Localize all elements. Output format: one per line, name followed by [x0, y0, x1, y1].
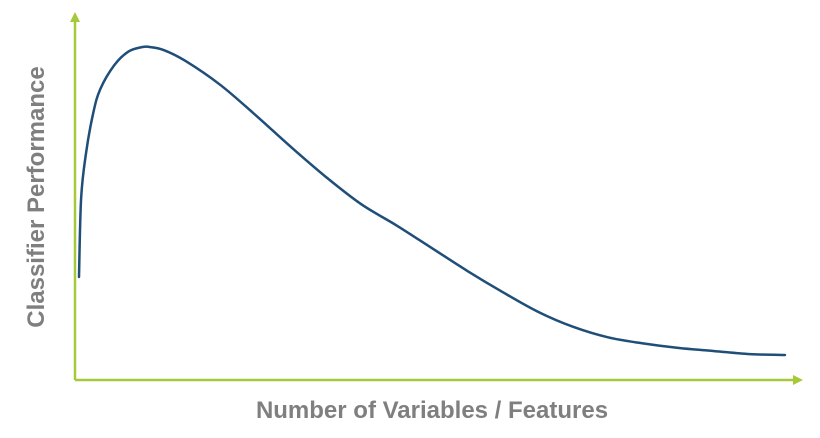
- performance-curve-line-0: [77, 45, 787, 357]
- axes: [70, 12, 803, 385]
- y-axis-label: Classifier Performance: [23, 66, 50, 327]
- x-axis-label: Number of Variables / Features: [256, 397, 608, 424]
- y-axis-arrow: [70, 12, 80, 22]
- series-group: [77, 45, 787, 357]
- x-axis-arrow: [793, 375, 803, 385]
